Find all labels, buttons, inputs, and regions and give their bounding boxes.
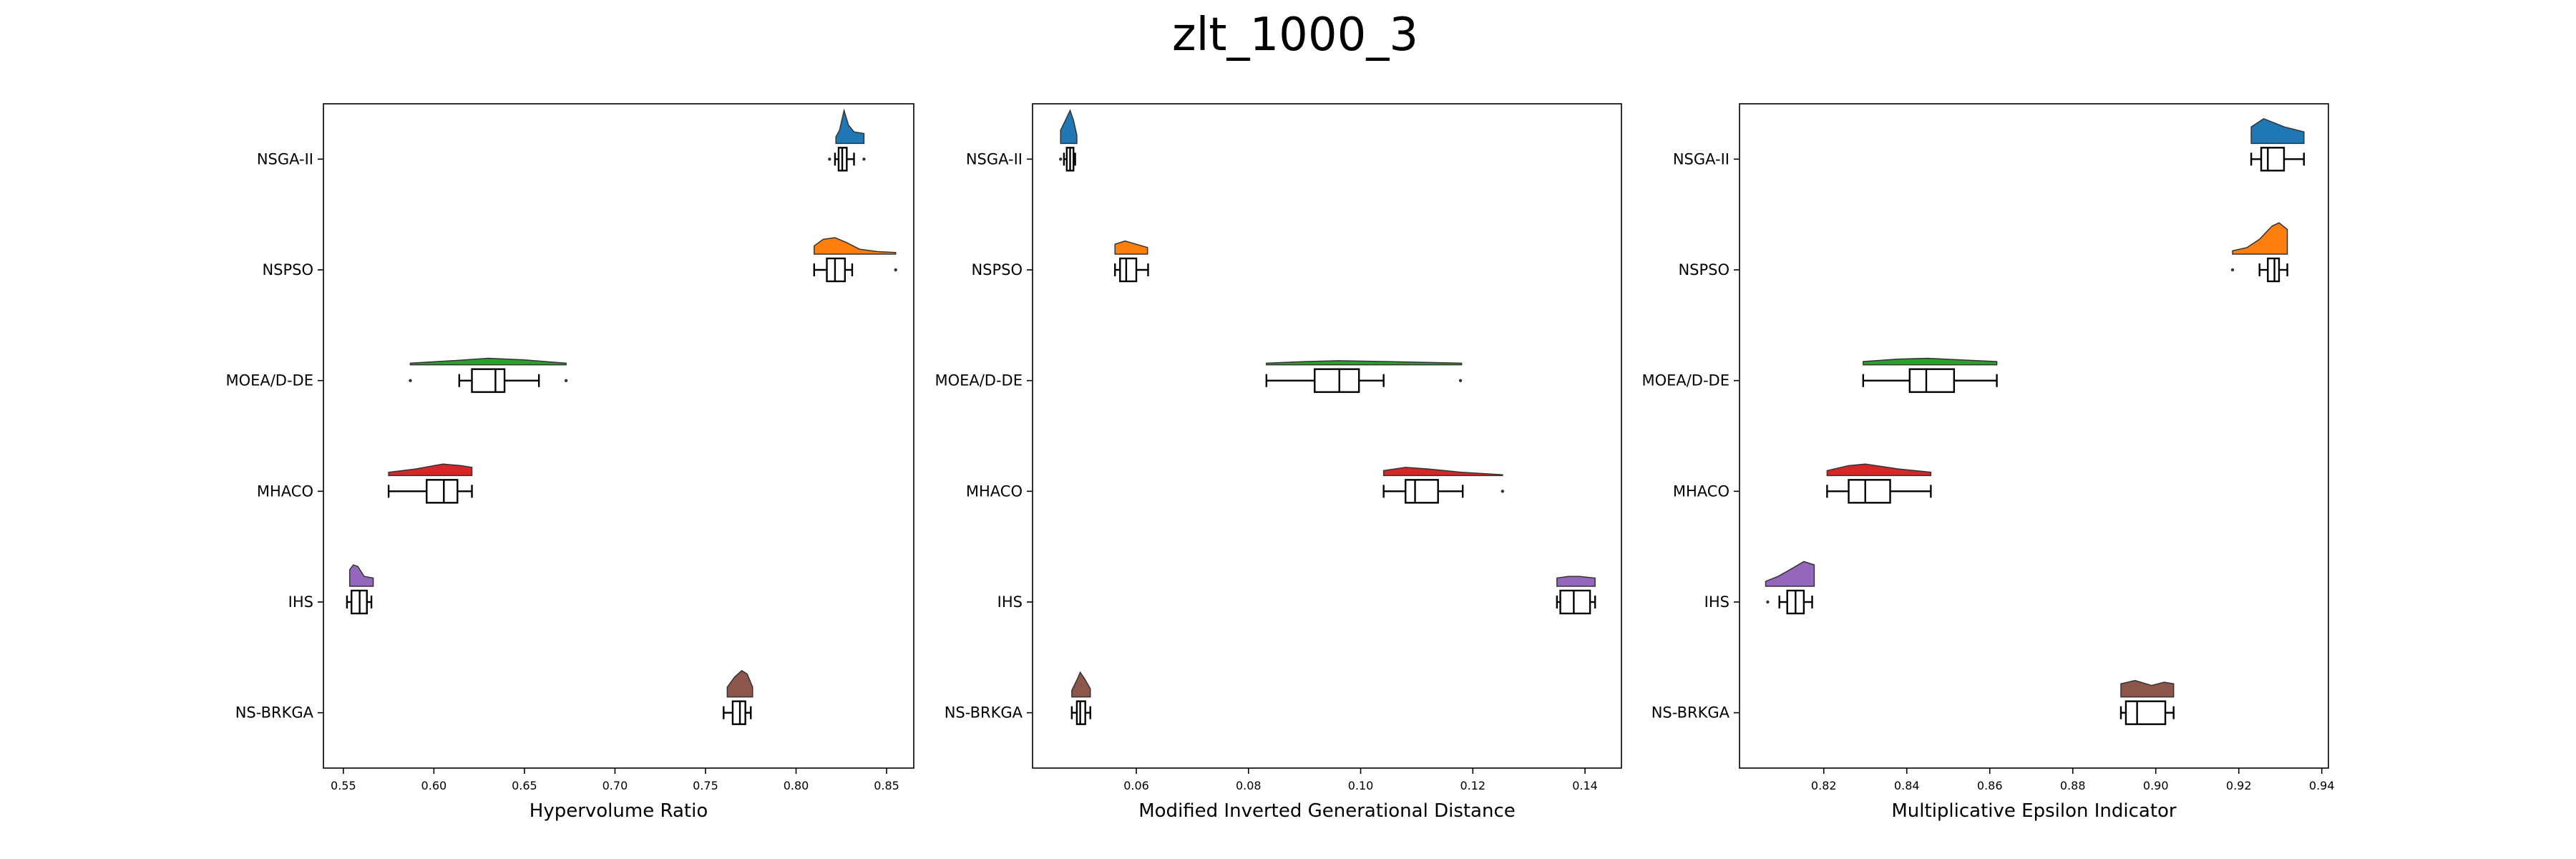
- outlier: [1766, 600, 1770, 604]
- x-tick-label: 0.94: [2309, 779, 2335, 792]
- y-tick-label: MOEA/D-DE: [935, 372, 1023, 389]
- violin: [1071, 671, 1091, 698]
- outlier: [1458, 379, 1463, 382]
- y-tick-label: IHS: [288, 593, 313, 611]
- x-tick-label: 0.65: [512, 779, 537, 792]
- y-tick-label: IHS: [1704, 593, 1729, 611]
- box: [426, 479, 459, 504]
- x-tick-label: 0.85: [874, 779, 899, 792]
- box: [826, 257, 847, 283]
- y-tick-label: NS-BRKGA: [945, 704, 1023, 722]
- outlier: [409, 379, 412, 382]
- x-tick-label: 0.12: [1460, 779, 1485, 792]
- x-tick-label: 0.75: [693, 779, 718, 792]
- x-tick-label: 0.90: [2143, 779, 2169, 792]
- x-tick-label: 0.60: [421, 779, 447, 792]
- x-tick-label: 0.92: [2226, 779, 2252, 792]
- outlier: [1501, 490, 1505, 493]
- violin: [835, 108, 865, 145]
- y-tick-label: MOEA/D-DE: [225, 372, 313, 389]
- x-axis-label: Hypervolume Ratio: [530, 800, 708, 822]
- plot-frame: [1032, 103, 1622, 769]
- violin: [814, 237, 897, 255]
- x-tick-label: 0.70: [602, 779, 628, 792]
- outlier: [564, 379, 568, 382]
- outlier: [862, 157, 866, 161]
- box: [731, 700, 746, 725]
- violin: [2120, 679, 2175, 698]
- y-tick-label: NSPSO: [262, 261, 313, 278]
- x-tick-label: 0.55: [331, 779, 356, 792]
- x-tick-label: 0.06: [1123, 779, 1149, 792]
- x-tick-label: 0.82: [1811, 779, 1837, 792]
- box: [471, 368, 506, 393]
- x-tick-label: 0.08: [1236, 779, 1262, 792]
- outlier: [828, 157, 831, 161]
- box: [1405, 479, 1439, 504]
- violin: [2250, 117, 2305, 145]
- box: [2124, 700, 2167, 725]
- box: [1908, 368, 1956, 393]
- violin: [1266, 360, 1463, 366]
- plot-frame: [323, 103, 914, 769]
- violin: [726, 669, 753, 698]
- x-tick-label: 0.86: [1977, 779, 2003, 792]
- violin: [1826, 463, 1932, 477]
- y-tick-label: NSGA-II: [1673, 150, 1729, 168]
- box: [2260, 147, 2285, 172]
- y-tick-label: NSPSO: [971, 261, 1023, 278]
- x-tick-label: 0.14: [1572, 779, 1598, 792]
- violin: [1060, 109, 1078, 145]
- y-tick-label: NSGA-II: [257, 150, 313, 168]
- plot-frame: [1739, 103, 2329, 769]
- violin: [1114, 240, 1148, 255]
- box: [1119, 257, 1138, 283]
- y-tick-label: NSPSO: [1678, 261, 1729, 278]
- x-tick-label: 0.84: [1894, 779, 1920, 792]
- box: [1848, 479, 1891, 504]
- outlier: [894, 268, 897, 272]
- figure-title: zlt_1000_3: [1172, 9, 1418, 62]
- y-tick-label: MHACO: [966, 482, 1023, 500]
- violin: [1765, 560, 1815, 587]
- y-tick-label: MHACO: [1673, 482, 1729, 500]
- box: [2267, 257, 2280, 283]
- box: [1314, 368, 1360, 393]
- y-tick-label: MOEA/D-DE: [1641, 372, 1729, 389]
- violin: [1556, 576, 1596, 587]
- outlier: [1058, 157, 1063, 161]
- y-tick-label: IHS: [997, 593, 1023, 611]
- y-tick-label: NS-BRKGA: [1652, 704, 1730, 722]
- violin: [1382, 467, 1503, 477]
- y-tick-label: NSGA-II: [966, 150, 1023, 168]
- y-tick-label: MHACO: [257, 482, 313, 500]
- outlier: [2230, 268, 2235, 272]
- violin: [1863, 357, 1998, 366]
- x-tick-label: 0.10: [1348, 779, 1374, 792]
- violin: [388, 463, 473, 477]
- x-axis-label: Multiplicative Epsilon Indicator: [1891, 800, 2177, 822]
- violin: [348, 564, 374, 587]
- x-tick-label: 0.88: [2060, 779, 2086, 792]
- box: [1559, 589, 1591, 615]
- violin: [409, 357, 567, 366]
- x-tick-label: 0.80: [784, 779, 809, 792]
- y-tick-label: NS-BRKGA: [235, 704, 314, 722]
- x-axis-label: Modified Inverted Generational Distance: [1138, 800, 1516, 822]
- violin: [2232, 222, 2288, 255]
